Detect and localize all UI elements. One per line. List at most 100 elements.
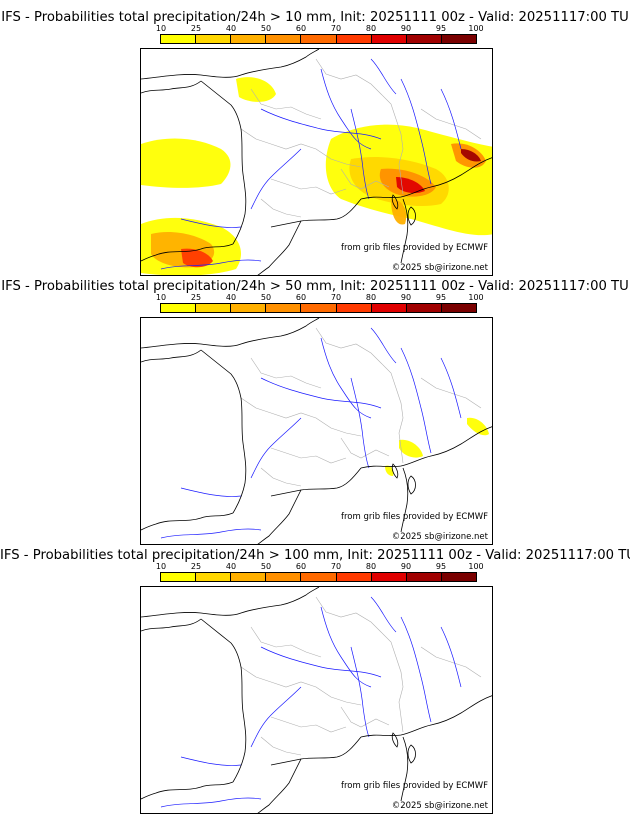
colorbar-segment — [161, 35, 197, 43]
river — [400, 347, 432, 454]
coastline — [141, 49, 320, 80]
admin-border — [240, 397, 362, 437]
colorbar-segment — [231, 573, 267, 581]
coastline — [141, 512, 234, 531]
colorbar-tick-label: 40 — [225, 293, 237, 302]
colorbar-tick-label: 100 — [468, 24, 484, 33]
colorbar-tick-label: 90 — [400, 293, 412, 302]
river — [180, 756, 242, 766]
colorbar-segment — [336, 304, 372, 312]
map-title: IFS - Probabilities total precipitation/… — [1, 10, 629, 25]
colorbar-tick-label: 50 — [260, 562, 272, 571]
colorbar-tick-label: 70 — [330, 562, 342, 571]
colorbar-segment — [371, 304, 407, 312]
colorbar-segment — [161, 304, 197, 312]
colorbar-tick-label: 80 — [365, 562, 377, 571]
admin-border — [340, 437, 390, 459]
colorbar-segment — [301, 35, 337, 43]
coastline — [391, 194, 399, 210]
panel-50mm: IFS - Probabilities total precipitation/… — [0, 269, 630, 545]
coastline — [360, 426, 492, 469]
colorbar-tick-label: 100 — [468, 562, 484, 571]
admin-border — [270, 178, 347, 195]
colorbar-tick-label: 25 — [190, 24, 202, 33]
coastline — [400, 198, 409, 264]
coastline — [141, 243, 234, 262]
coastline — [270, 198, 362, 228]
panel-100mm: IFS - Probabilities total precipitation/… — [0, 538, 630, 814]
admin-border — [260, 467, 302, 487]
admin-border — [420, 377, 482, 409]
river — [400, 78, 432, 185]
colorbar-ticks: 10 25 40 50 60 70 80 90 95 100 — [156, 24, 484, 34]
precip-probability-area — [141, 138, 231, 188]
colorbar-tick-label: 80 — [365, 293, 377, 302]
colorbar-tick-label: 95 — [435, 24, 447, 33]
river — [370, 58, 397, 95]
precip-probability-area — [181, 248, 213, 268]
river — [160, 259, 262, 270]
colorbar-tick-label: 10 — [155, 24, 167, 33]
river — [350, 377, 370, 469]
source-credit: from grib files provided by ECMWF — [341, 243, 488, 253]
river — [160, 797, 262, 808]
admin-border — [420, 646, 482, 678]
precip-probability-area — [396, 177, 425, 194]
colorbar-tick-label: 70 — [330, 293, 342, 302]
coastline — [141, 781, 234, 800]
admin-border — [270, 716, 347, 733]
coastline — [200, 618, 247, 783]
map-frame: from grib files provided by ECMWF ©2025 … — [140, 48, 493, 276]
coastline — [141, 318, 320, 349]
coastline — [141, 618, 202, 632]
coastline — [270, 736, 362, 766]
colorbar-segment — [161, 573, 197, 581]
colorbar-segment — [231, 35, 267, 43]
river — [250, 148, 302, 210]
colorbar-tick-label: 80 — [365, 24, 377, 33]
source-credit: from grib files provided by ECMWF — [341, 781, 488, 791]
admin-border — [340, 706, 390, 728]
river — [370, 327, 397, 364]
admin-border — [340, 168, 390, 190]
coastline — [400, 467, 409, 533]
river — [180, 218, 242, 228]
colorbar-segment — [406, 573, 442, 581]
colorbar-tick-label: 95 — [435, 293, 447, 302]
colorbar-segment — [196, 35, 232, 43]
colorbar — [160, 34, 477, 44]
map-svg — [141, 318, 492, 544]
colorbar-segment — [336, 573, 372, 581]
colorbar-segment — [301, 573, 337, 581]
river — [350, 646, 370, 738]
map-svg — [141, 49, 492, 275]
colorbar — [160, 572, 477, 582]
river — [350, 108, 370, 200]
admin-border — [250, 626, 322, 658]
map-svg — [141, 587, 492, 813]
coastline — [400, 736, 409, 802]
colorbar-tick-label: 60 — [295, 24, 307, 33]
river — [260, 646, 382, 678]
map-title: IFS - Probabilities total precipitation/… — [1, 279, 629, 294]
colorbar-tick-label: 90 — [400, 562, 412, 571]
admin-border — [315, 596, 404, 733]
coastline — [407, 744, 416, 764]
river — [440, 357, 462, 419]
map-frame: from grib files provided by ECMWF ©2025 … — [140, 586, 493, 814]
colorbar-segment — [406, 35, 442, 43]
coastline — [200, 349, 247, 514]
admin-border — [315, 327, 404, 464]
admin-border — [270, 447, 347, 464]
precip-probability-area — [467, 417, 489, 436]
copyright: ©2025 sb@irizone.net — [391, 801, 488, 811]
river — [400, 616, 432, 723]
coastline — [407, 206, 416, 226]
admin-border — [240, 666, 362, 706]
colorbar-tick-label: 60 — [295, 562, 307, 571]
river — [440, 626, 462, 688]
river — [180, 487, 242, 497]
river — [250, 686, 302, 748]
colorbar-segment — [406, 304, 442, 312]
colorbar-segment — [441, 304, 476, 312]
